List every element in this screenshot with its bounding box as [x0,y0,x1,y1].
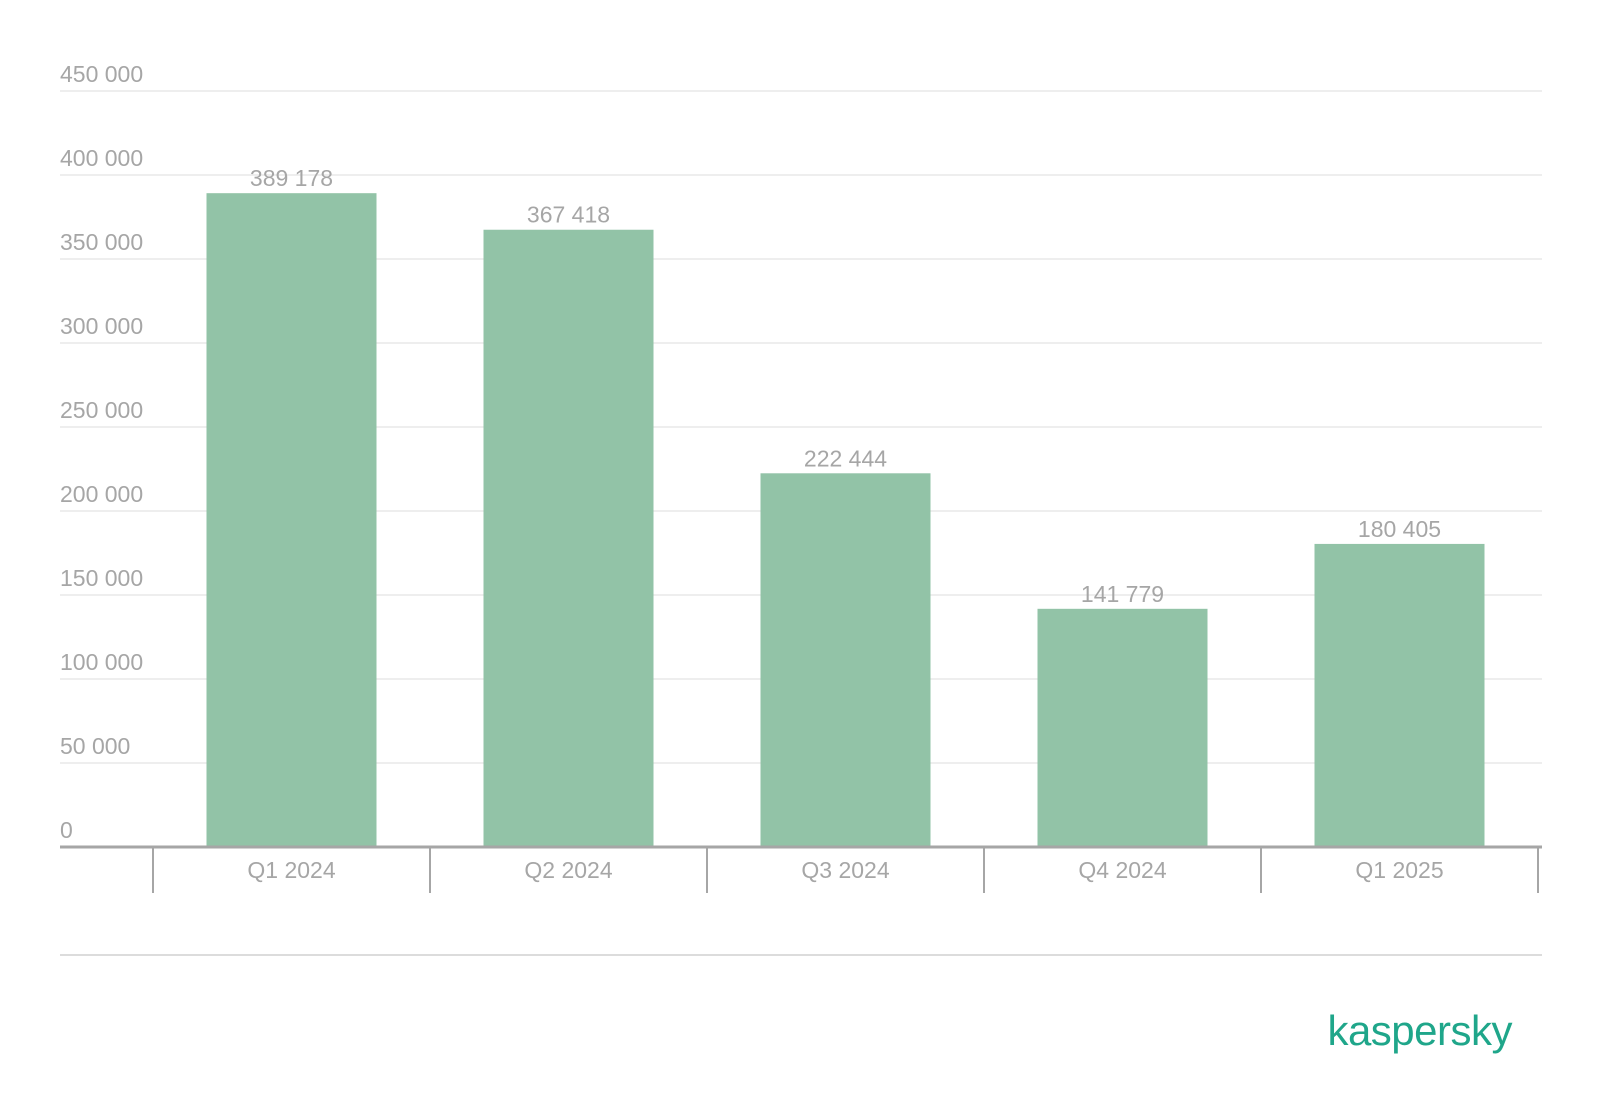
y-tick-label: 350 000 [60,229,143,255]
x-tick-label: Q3 2024 [801,857,889,883]
y-tick-label: 150 000 [60,565,143,591]
data-label: 222 444 [804,445,887,471]
y-tick-label: 50 000 [60,733,130,759]
data-label: 367 418 [527,202,610,228]
y-tick-label: 450 000 [60,61,143,87]
data-label: 389 178 [250,165,333,191]
y-tick-label: 300 000 [60,313,143,339]
x-tick-label: Q1 2024 [247,857,335,883]
y-tick-label: 200 000 [60,481,143,507]
bar [760,473,931,847]
bar [483,229,654,847]
data-label: 141 779 [1081,581,1164,607]
bar [206,193,377,847]
data-label: 180 405 [1358,516,1441,542]
data-labels: 389 178 367 418 222 444 141 779 180 405 [250,165,1441,607]
bar [1037,608,1208,847]
x-axis [60,845,1542,893]
y-tick-label: 250 000 [60,397,143,423]
x-tick-label: Q4 2024 [1078,857,1166,883]
x-tick-label: Q2 2024 [524,857,612,883]
y-tick-label: 400 000 [60,145,143,171]
x-axis-ticks: Q1 2024 Q2 2024 Q3 2024 Q4 2024 Q1 2025 [247,857,1443,883]
y-axis-ticks: 0 50 000 100 000 150 000 200 000 250 000 300 0… [60,61,143,843]
x-tick-label: Q1 2025 [1355,857,1443,883]
y-tick-label: 0 [60,817,73,843]
kaspersky-logo: kaspersky [1327,1007,1512,1054]
bar [1314,543,1485,847]
bars [206,193,1485,847]
y-tick-label: 100 000 [60,649,143,675]
